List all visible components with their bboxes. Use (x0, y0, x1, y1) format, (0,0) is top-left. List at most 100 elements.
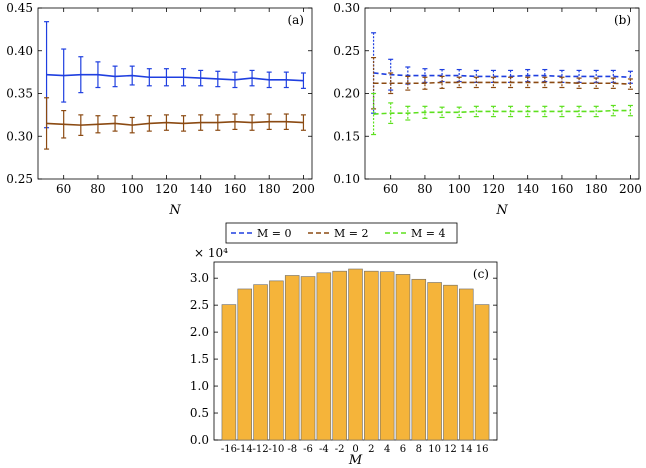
error-bar (198, 69, 204, 87)
error-bar (78, 56, 84, 94)
error-bar (593, 105, 599, 118)
series-line-a-0 (46, 73, 304, 82)
error-bar (508, 105, 514, 118)
x-tick-label-c: 8 (416, 444, 422, 455)
plot-frame-a (37, 7, 313, 180)
x-tick-label-c: 6 (400, 444, 406, 455)
error-bar (95, 61, 101, 89)
error-bar (542, 105, 548, 118)
bar (316, 272, 332, 441)
x-tick-label-c: 16 (476, 444, 489, 455)
bar (348, 268, 363, 441)
error-bar (198, 114, 204, 131)
x-tick-label-b: 80 (417, 182, 432, 196)
error-bar (232, 113, 238, 131)
error-bar (490, 76, 496, 89)
y-tick-label-b: 0.10 (333, 172, 360, 186)
bar (269, 280, 284, 441)
error-bar (456, 76, 462, 89)
y-tick-label-b: 0.15 (333, 129, 360, 143)
y-tick-label-c: 1.5 (190, 352, 209, 366)
x-tick-label-c: -16 (221, 444, 237, 455)
error-bar (610, 77, 616, 89)
y-multiplier-label: × 10⁴ (194, 246, 228, 260)
error-bar (44, 97, 50, 150)
error-bar (473, 76, 479, 89)
x-tick-label-b: 60 (383, 182, 398, 196)
y-tick-label-a: 0.35 (6, 87, 33, 101)
error-bar (422, 76, 428, 90)
y-tick-label-a: 0.45 (6, 1, 33, 15)
error-bar (490, 105, 496, 118)
error-bar (232, 71, 238, 89)
error-bar (181, 68, 187, 87)
legend-label: M = 0 (257, 227, 291, 240)
error-bar (266, 113, 272, 131)
x-tick-label-c: 2 (368, 444, 374, 455)
error-bar (456, 106, 462, 119)
x-axis-label-b: N (495, 203, 508, 218)
y-tick-label-c: 2.5 (190, 298, 209, 312)
x-tick-label-b: 160 (550, 182, 573, 196)
plot-frame-b (364, 7, 640, 180)
bar (237, 288, 252, 441)
y-tick-label-c: 0.5 (190, 406, 209, 420)
error-bar (439, 75, 445, 89)
error-bar (371, 92, 377, 136)
legend-frame (225, 222, 458, 244)
error-bar (559, 105, 565, 118)
error-bar (388, 102, 394, 125)
y-tick-label-c: 0.0 (190, 433, 209, 447)
bar (395, 274, 411, 441)
x-tick-label-c: -14 (237, 444, 253, 455)
bar (474, 304, 490, 441)
error-bar (61, 48, 67, 103)
x-tick-label-c: -4 (319, 444, 329, 455)
x-tick-label-a: 180 (258, 182, 281, 196)
error-bar (146, 115, 152, 132)
y-tick-label-a: 0.30 (6, 129, 33, 143)
panel-c: 0.0 0.5 1.0 1.5 2.0 2.5 3.0 -16 -14 -12 -10 -8 -6 -4-… (190, 246, 498, 468)
x-tick-label-c: 14 (460, 444, 473, 455)
x-tick-label-b: 180 (585, 182, 608, 196)
legend: M = 0 M = 2 M = 4 (225, 222, 458, 244)
error-bar (163, 114, 169, 131)
x-axis-label-a: N (168, 203, 181, 218)
bar (284, 275, 300, 441)
x-axis-label-c: M (348, 453, 363, 468)
series-line-a-1 (46, 120, 304, 126)
legend-label: M = 2 (334, 227, 368, 240)
y-tick-label-b: 0.25 (333, 44, 360, 58)
error-bar (283, 71, 289, 89)
bar (427, 282, 442, 441)
error-bar (473, 105, 479, 118)
bar (379, 271, 395, 441)
error-bar (405, 105, 411, 121)
error-bar (215, 70, 221, 88)
bar (300, 276, 316, 441)
x-tick-label-c: 10 (428, 444, 441, 455)
error-bar (249, 69, 255, 87)
error-bar (146, 68, 152, 87)
x-tick-label-a: 60 (56, 182, 71, 196)
error-bar (388, 72, 394, 95)
x-tick-label-c: 4 (384, 444, 390, 455)
error-bar (300, 114, 306, 131)
x-tick-label-c: -8 (287, 444, 297, 455)
x-tick-label-c: 12 (444, 444, 457, 455)
error-bar (439, 106, 445, 119)
x-tick-label-a: 200 (292, 182, 315, 196)
error-bar (163, 68, 169, 87)
error-bar (129, 116, 135, 134)
y-tick-label-a: 0.25 (6, 172, 33, 186)
error-bar (249, 114, 255, 131)
error-bar (508, 76, 514, 89)
y-tick-label-c: 2.0 (190, 325, 209, 339)
series-line-b-1 (373, 81, 631, 85)
bar (411, 278, 427, 441)
error-bar (61, 109, 67, 139)
x-tick-label-a: 160 (223, 182, 246, 196)
x-tick-label-b: 120 (482, 182, 505, 196)
x-tick-label-c: -2 (335, 444, 345, 455)
error-bar (525, 105, 531, 118)
